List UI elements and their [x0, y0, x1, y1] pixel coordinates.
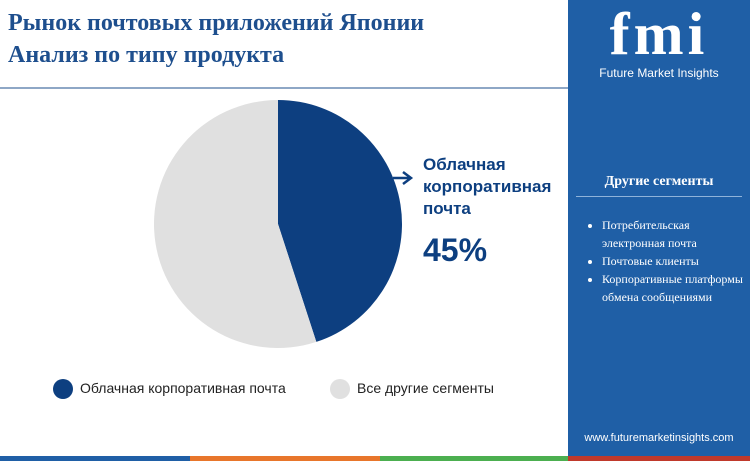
legend-label: Облачная корпоративная почта — [80, 380, 286, 396]
pie-slice — [153, 100, 317, 348]
sidebar: fmi Future Market Insights Другие сегмен… — [568, 0, 750, 457]
sidebar-heading: Другие сегменты — [576, 168, 742, 197]
chart-subtitle: Анализ по типу продукта — [8, 42, 285, 68]
legend-label: Все другие сегменты — [357, 380, 494, 396]
segment-item: Почтовые клиенты — [602, 252, 750, 270]
website-url: www.futuremarketinsights.com — [584, 432, 734, 444]
callout-arrow — [393, 171, 414, 185]
segment-list: Потребительская электронная почтаПочтовы… — [584, 216, 750, 306]
chart — [0, 87, 568, 461]
chart-title: Рынок почтовых приложений Японии — [8, 10, 425, 36]
legend-swatch — [330, 379, 350, 399]
stripe — [568, 456, 750, 461]
segment-item: Корпоративные платформы обмена сообщения… — [602, 270, 750, 306]
brand-name: Future Market Insights — [599, 66, 719, 80]
brand-logo: fmi — [609, 1, 709, 67]
stripe — [380, 456, 568, 461]
stripe — [190, 456, 380, 461]
pie-slice — [278, 100, 402, 342]
callout-label: Облачная корпоративная почта — [423, 155, 552, 218]
segment-item: Потребительская электронная почта — [602, 216, 750, 252]
data-label: 45% — [423, 232, 488, 268]
legend-swatch — [53, 379, 73, 399]
stripe — [0, 456, 190, 461]
